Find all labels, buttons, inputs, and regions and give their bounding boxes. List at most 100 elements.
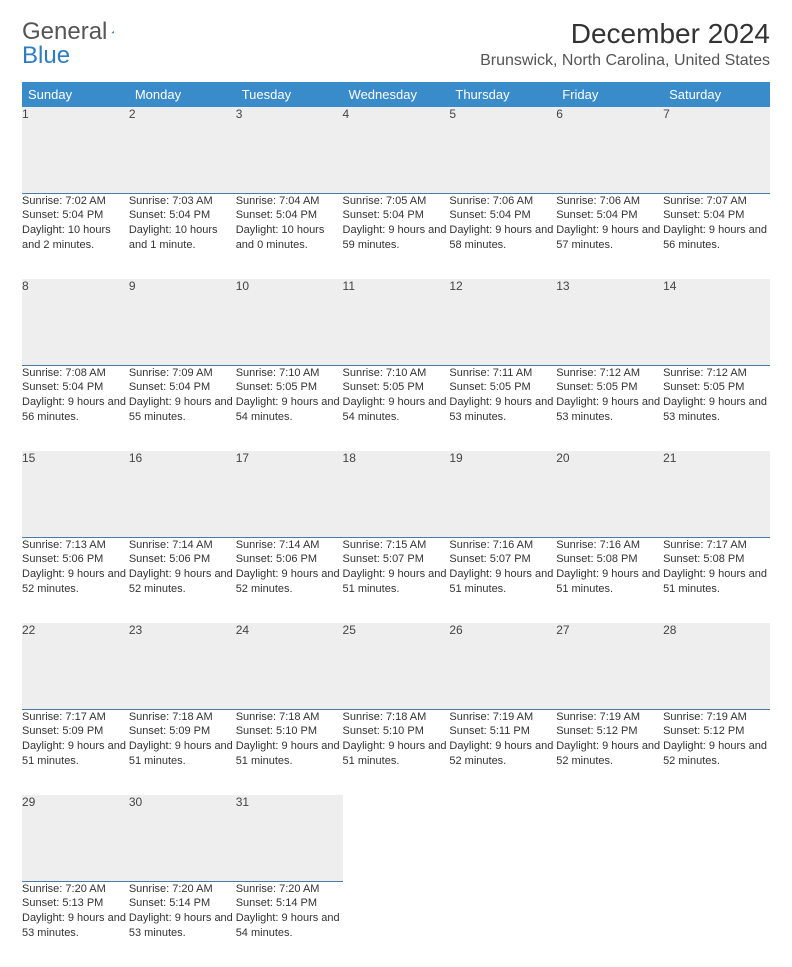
sunset-line: Sunset: 5:11 PM [449,724,556,739]
sunrise-line: Sunrise: 7:14 AM [129,538,236,553]
daynum-row: 1234567 [22,107,770,193]
day-content-cell [449,881,556,967]
day-content-cell: Sunrise: 7:19 AMSunset: 5:12 PMDaylight:… [556,709,663,795]
sunset-line: Sunset: 5:10 PM [236,724,343,739]
daylight-line: Daylight: 10 hours and 0 minutes. [236,223,343,253]
sunrise-line: Sunrise: 7:20 AM [129,882,236,897]
content-row: Sunrise: 7:20 AMSunset: 5:13 PMDaylight:… [22,881,770,967]
day-content-cell: Sunrise: 7:08 AMSunset: 5:04 PMDaylight:… [22,365,129,451]
day-number-cell: 7 [663,107,770,193]
location: Brunswick, North Carolina, United States [480,52,770,70]
day-number-cell: 27 [556,623,663,709]
day-content-cell: Sunrise: 7:18 AMSunset: 5:09 PMDaylight:… [129,709,236,795]
day-content-cell: Sunrise: 7:20 AMSunset: 5:14 PMDaylight:… [129,881,236,967]
day-content-cell: Sunrise: 7:04 AMSunset: 5:04 PMDaylight:… [236,193,343,279]
sunset-line: Sunset: 5:14 PM [236,896,343,911]
day-number-cell: 20 [556,451,663,537]
day-content-cell: Sunrise: 7:15 AMSunset: 5:07 PMDaylight:… [343,537,450,623]
sunrise-line: Sunrise: 7:04 AM [236,194,343,209]
day-number-cell: 9 [129,279,236,365]
sunrise-line: Sunrise: 7:16 AM [449,538,556,553]
day-content-cell: Sunrise: 7:16 AMSunset: 5:07 PMDaylight:… [449,537,556,623]
daylight-line: Daylight: 9 hours and 52 minutes. [236,567,343,597]
day-number-cell: 8 [22,279,129,365]
sunset-line: Sunset: 5:14 PM [129,896,236,911]
day-content-cell: Sunrise: 7:16 AMSunset: 5:08 PMDaylight:… [556,537,663,623]
day-content-cell: Sunrise: 7:13 AMSunset: 5:06 PMDaylight:… [22,537,129,623]
sunrise-line: Sunrise: 7:12 AM [556,366,663,381]
daylight-line: Daylight: 9 hours and 53 minutes. [663,395,770,425]
day-number-cell: 24 [236,623,343,709]
sunset-line: Sunset: 5:09 PM [129,724,236,739]
month-title: December 2024 [480,18,770,50]
sunset-line: Sunset: 5:04 PM [129,380,236,395]
weekday-header-row: Sunday Monday Tuesday Wednesday Thursday… [22,82,770,107]
sunrise-line: Sunrise: 7:03 AM [129,194,236,209]
content-row: Sunrise: 7:02 AMSunset: 5:04 PMDaylight:… [22,193,770,279]
daynum-row: 293031 [22,795,770,881]
logo-text-2: Blue [22,42,70,70]
day-number-cell: 18 [343,451,450,537]
daylight-line: Daylight: 9 hours and 56 minutes. [663,223,770,253]
day-number-cell [556,795,663,881]
day-content-cell: Sunrise: 7:10 AMSunset: 5:05 PMDaylight:… [343,365,450,451]
sunrise-line: Sunrise: 7:09 AM [129,366,236,381]
logo-sail-icon [111,22,115,42]
day-number-cell: 11 [343,279,450,365]
day-content-cell: Sunrise: 7:14 AMSunset: 5:06 PMDaylight:… [236,537,343,623]
sunset-line: Sunset: 5:07 PM [449,552,556,567]
title-block: December 2024 Brunswick, North Carolina,… [480,18,770,70]
day-number-cell: 10 [236,279,343,365]
weekday-header: Saturday [663,82,770,107]
sunset-line: Sunset: 5:04 PM [343,208,450,223]
day-number-cell: 21 [663,451,770,537]
sunrise-line: Sunrise: 7:18 AM [129,710,236,725]
sunset-line: Sunset: 5:08 PM [556,552,663,567]
day-number-cell: 17 [236,451,343,537]
page-header: General December 2024 Brunswick, North C… [22,18,770,70]
daylight-line: Daylight: 9 hours and 53 minutes. [22,911,129,941]
calendar-table: Sunday Monday Tuesday Wednesday Thursday… [22,82,770,967]
day-content-cell: Sunrise: 7:17 AMSunset: 5:09 PMDaylight:… [22,709,129,795]
sunrise-line: Sunrise: 7:10 AM [236,366,343,381]
sunset-line: Sunset: 5:04 PM [663,208,770,223]
day-content-cell: Sunrise: 7:18 AMSunset: 5:10 PMDaylight:… [343,709,450,795]
sunrise-line: Sunrise: 7:02 AM [22,194,129,209]
sunset-line: Sunset: 5:05 PM [449,380,556,395]
daynum-row: 22232425262728 [22,623,770,709]
sunrise-line: Sunrise: 7:18 AM [343,710,450,725]
daynum-row: 15161718192021 [22,451,770,537]
sunset-line: Sunset: 5:05 PM [556,380,663,395]
day-number-cell: 29 [22,795,129,881]
day-number-cell: 16 [129,451,236,537]
sunset-line: Sunset: 5:06 PM [22,552,129,567]
sunrise-line: Sunrise: 7:14 AM [236,538,343,553]
daylight-line: Daylight: 9 hours and 51 minutes. [663,567,770,597]
daylight-line: Daylight: 10 hours and 1 minute. [129,223,236,253]
sunset-line: Sunset: 5:10 PM [343,724,450,739]
daylight-line: Daylight: 9 hours and 51 minutes. [556,567,663,597]
day-number-cell: 19 [449,451,556,537]
sunrise-line: Sunrise: 7:20 AM [236,882,343,897]
sunrise-line: Sunrise: 7:08 AM [22,366,129,381]
day-content-cell: Sunrise: 7:05 AMSunset: 5:04 PMDaylight:… [343,193,450,279]
daylight-line: Daylight: 9 hours and 51 minutes. [343,567,450,597]
sunrise-line: Sunrise: 7:17 AM [22,710,129,725]
day-number-cell: 23 [129,623,236,709]
daylight-line: Daylight: 9 hours and 52 minutes. [449,739,556,769]
sunset-line: Sunset: 5:04 PM [129,208,236,223]
day-content-cell: Sunrise: 7:06 AMSunset: 5:04 PMDaylight:… [449,193,556,279]
day-number-cell: 2 [129,107,236,193]
sunset-line: Sunset: 5:07 PM [343,552,450,567]
day-content-cell [343,881,450,967]
sunset-line: Sunset: 5:13 PM [22,896,129,911]
sunrise-line: Sunrise: 7:16 AM [556,538,663,553]
sunrise-line: Sunrise: 7:17 AM [663,538,770,553]
sunset-line: Sunset: 5:04 PM [236,208,343,223]
daylight-line: Daylight: 9 hours and 54 minutes. [343,395,450,425]
day-content-cell: Sunrise: 7:09 AMSunset: 5:04 PMDaylight:… [129,365,236,451]
day-number-cell: 13 [556,279,663,365]
sunset-line: Sunset: 5:04 PM [449,208,556,223]
day-number-cell: 5 [449,107,556,193]
day-number-cell: 12 [449,279,556,365]
